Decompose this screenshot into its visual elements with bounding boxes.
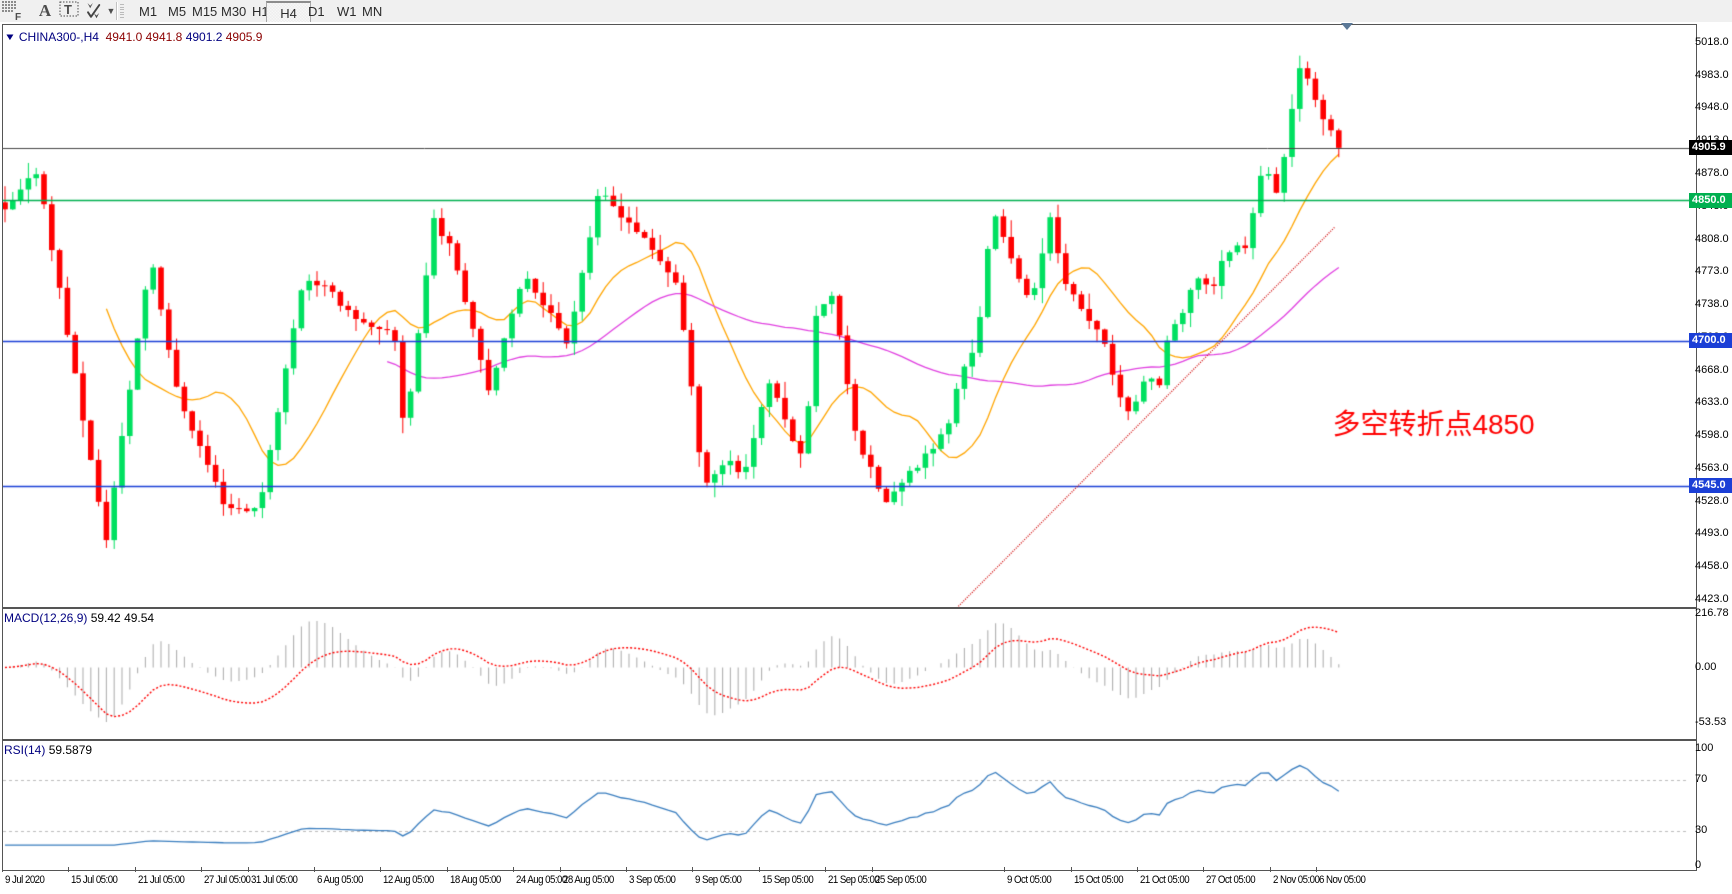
svg-text:T: T [64, 2, 72, 17]
svg-text:F: F [15, 12, 21, 22]
